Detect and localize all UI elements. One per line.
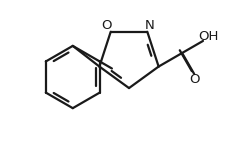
- Text: O: O: [189, 73, 199, 86]
- Text: N: N: [144, 19, 154, 32]
- Text: OH: OH: [198, 30, 218, 43]
- Text: O: O: [101, 19, 112, 32]
